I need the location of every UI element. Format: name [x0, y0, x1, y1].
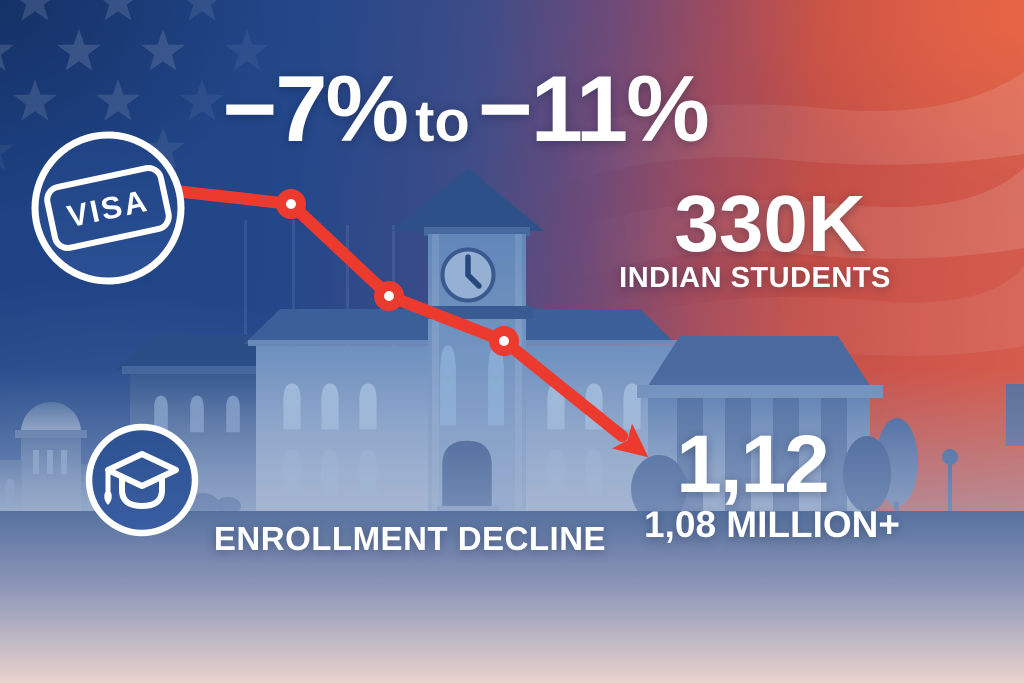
headline-to-value: −11% — [477, 56, 710, 161]
trend-line — [160, 184, 628, 442]
visa-stamp-icon: VISA — [31, 131, 185, 285]
clock-hands — [465, 254, 482, 289]
trend-dot — [374, 281, 404, 311]
trend-arrow-icon — [611, 423, 649, 458]
headline-connector: to — [415, 89, 470, 154]
graduation-cap-icon — [85, 423, 199, 537]
enrollment-caption: ENROLLMENT DECLINE — [213, 520, 607, 557]
headline-from-value: −7% — [222, 56, 409, 161]
enrollment-projected: 1,08 MILLION+ — [644, 504, 900, 545]
trend-dots — [276, 189, 519, 356]
students-label: INDIAN STUDENTS — [619, 262, 891, 294]
students-count: 330K — [674, 179, 866, 268]
ground — [0, 511, 1024, 683]
enrollment-current: 1,12 — [676, 419, 830, 510]
trend-dot — [276, 189, 306, 219]
headline: −7% to−11% — [222, 62, 709, 156]
trend-dot — [489, 326, 519, 356]
